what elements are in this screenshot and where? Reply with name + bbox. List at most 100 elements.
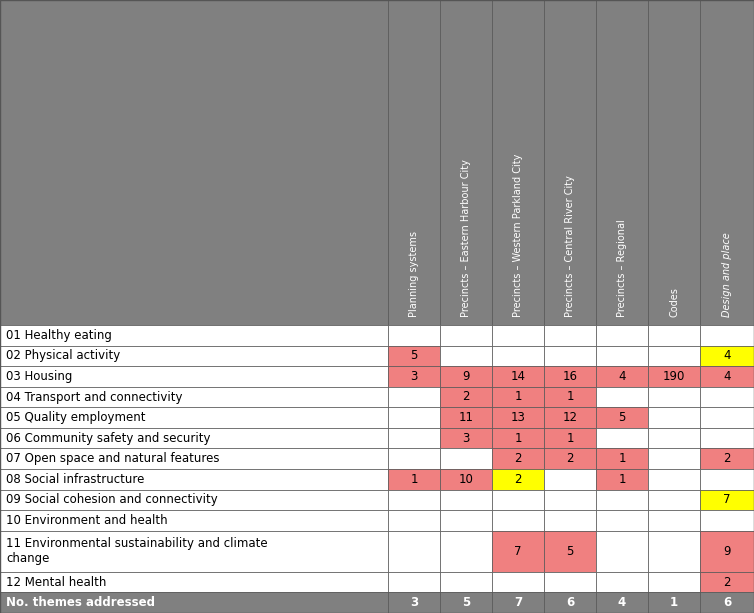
Text: 13: 13	[510, 411, 526, 424]
Bar	[492, 387, 544, 407]
Text: Precincts – Eastern Harbour City: Precincts – Eastern Harbour City	[461, 159, 471, 317]
Bar	[388, 428, 440, 449]
Bar	[596, 325, 648, 346]
Bar	[440, 531, 492, 572]
Bar	[648, 510, 700, 531]
Text: 9: 9	[462, 370, 470, 383]
Bar	[492, 428, 544, 449]
Bar	[648, 407, 700, 428]
Bar	[596, 346, 648, 366]
Text: 2: 2	[723, 452, 731, 465]
Bar	[0, 325, 388, 346]
Text: 2: 2	[514, 473, 522, 485]
Text: 5: 5	[462, 596, 470, 609]
Bar	[0, 531, 388, 572]
Text: 3: 3	[462, 432, 470, 444]
Bar	[492, 592, 544, 613]
Text: 14: 14	[510, 370, 526, 383]
Bar	[388, 366, 440, 387]
Text: 04 Transport and connectivity: 04 Transport and connectivity	[6, 390, 182, 403]
Bar	[440, 449, 492, 469]
Bar	[544, 592, 596, 613]
Bar	[648, 366, 700, 387]
Text: 3: 3	[410, 596, 418, 609]
Bar	[388, 387, 440, 407]
Text: 06 Community safety and security: 06 Community safety and security	[6, 432, 210, 444]
Bar	[440, 572, 492, 592]
Bar	[648, 387, 700, 407]
Bar	[648, 572, 700, 592]
Text: 01 Healthy eating: 01 Healthy eating	[6, 329, 112, 342]
Bar	[492, 510, 544, 531]
Bar	[596, 449, 648, 469]
Bar	[544, 449, 596, 469]
Bar	[440, 592, 492, 613]
Text: 08 Social infrastructure: 08 Social infrastructure	[6, 473, 144, 485]
Bar	[700, 387, 754, 407]
Text: Precincts – Western Parkland City: Precincts – Western Parkland City	[513, 154, 523, 317]
Bar	[596, 469, 648, 490]
Text: 4: 4	[723, 349, 731, 362]
Text: 5: 5	[410, 349, 418, 362]
Bar	[544, 387, 596, 407]
Bar	[492, 490, 544, 510]
Bar	[700, 366, 754, 387]
Bar	[596, 572, 648, 592]
Bar	[544, 531, 596, 572]
Bar	[0, 0, 388, 325]
Bar	[492, 572, 544, 592]
Bar	[0, 387, 388, 407]
Bar	[388, 510, 440, 531]
Text: 7: 7	[514, 596, 522, 609]
Bar	[388, 572, 440, 592]
Bar	[440, 366, 492, 387]
Bar	[648, 428, 700, 449]
Bar	[700, 531, 754, 572]
Text: 1: 1	[514, 432, 522, 444]
Text: 2: 2	[462, 390, 470, 403]
Bar	[700, 469, 754, 490]
Text: 1: 1	[566, 390, 574, 403]
Bar	[0, 449, 388, 469]
Bar	[0, 366, 388, 387]
Bar	[440, 407, 492, 428]
Bar	[700, 428, 754, 449]
Bar	[544, 572, 596, 592]
Text: 1: 1	[514, 390, 522, 403]
Bar	[700, 592, 754, 613]
Bar	[596, 490, 648, 510]
Bar	[700, 449, 754, 469]
Bar	[700, 325, 754, 346]
Text: 09 Social cohesion and connectivity: 09 Social cohesion and connectivity	[6, 493, 218, 506]
Text: 1: 1	[618, 452, 626, 465]
Bar	[596, 407, 648, 428]
Bar	[440, 325, 492, 346]
Bar	[700, 407, 754, 428]
Bar	[544, 469, 596, 490]
Bar	[492, 366, 544, 387]
Bar	[596, 531, 648, 572]
Bar	[596, 0, 648, 325]
Text: 5: 5	[618, 411, 626, 424]
Text: Precincts – Central River City: Precincts – Central River City	[565, 175, 575, 317]
Bar	[388, 346, 440, 366]
Bar	[544, 490, 596, 510]
Bar	[440, 469, 492, 490]
Text: Planning systems: Planning systems	[409, 231, 419, 317]
Text: 2: 2	[723, 576, 731, 588]
Text: 1: 1	[670, 596, 678, 609]
Bar	[388, 531, 440, 572]
Bar	[388, 449, 440, 469]
Text: 10 Environment and health: 10 Environment and health	[6, 514, 167, 527]
Text: 10: 10	[458, 473, 474, 485]
Bar	[440, 346, 492, 366]
Bar	[492, 325, 544, 346]
Text: Design and place: Design and place	[722, 232, 732, 317]
Bar	[440, 490, 492, 510]
Bar	[388, 407, 440, 428]
Bar	[492, 449, 544, 469]
Text: 190: 190	[663, 370, 685, 383]
Bar	[388, 592, 440, 613]
Bar	[544, 325, 596, 346]
Text: 4: 4	[618, 370, 626, 383]
